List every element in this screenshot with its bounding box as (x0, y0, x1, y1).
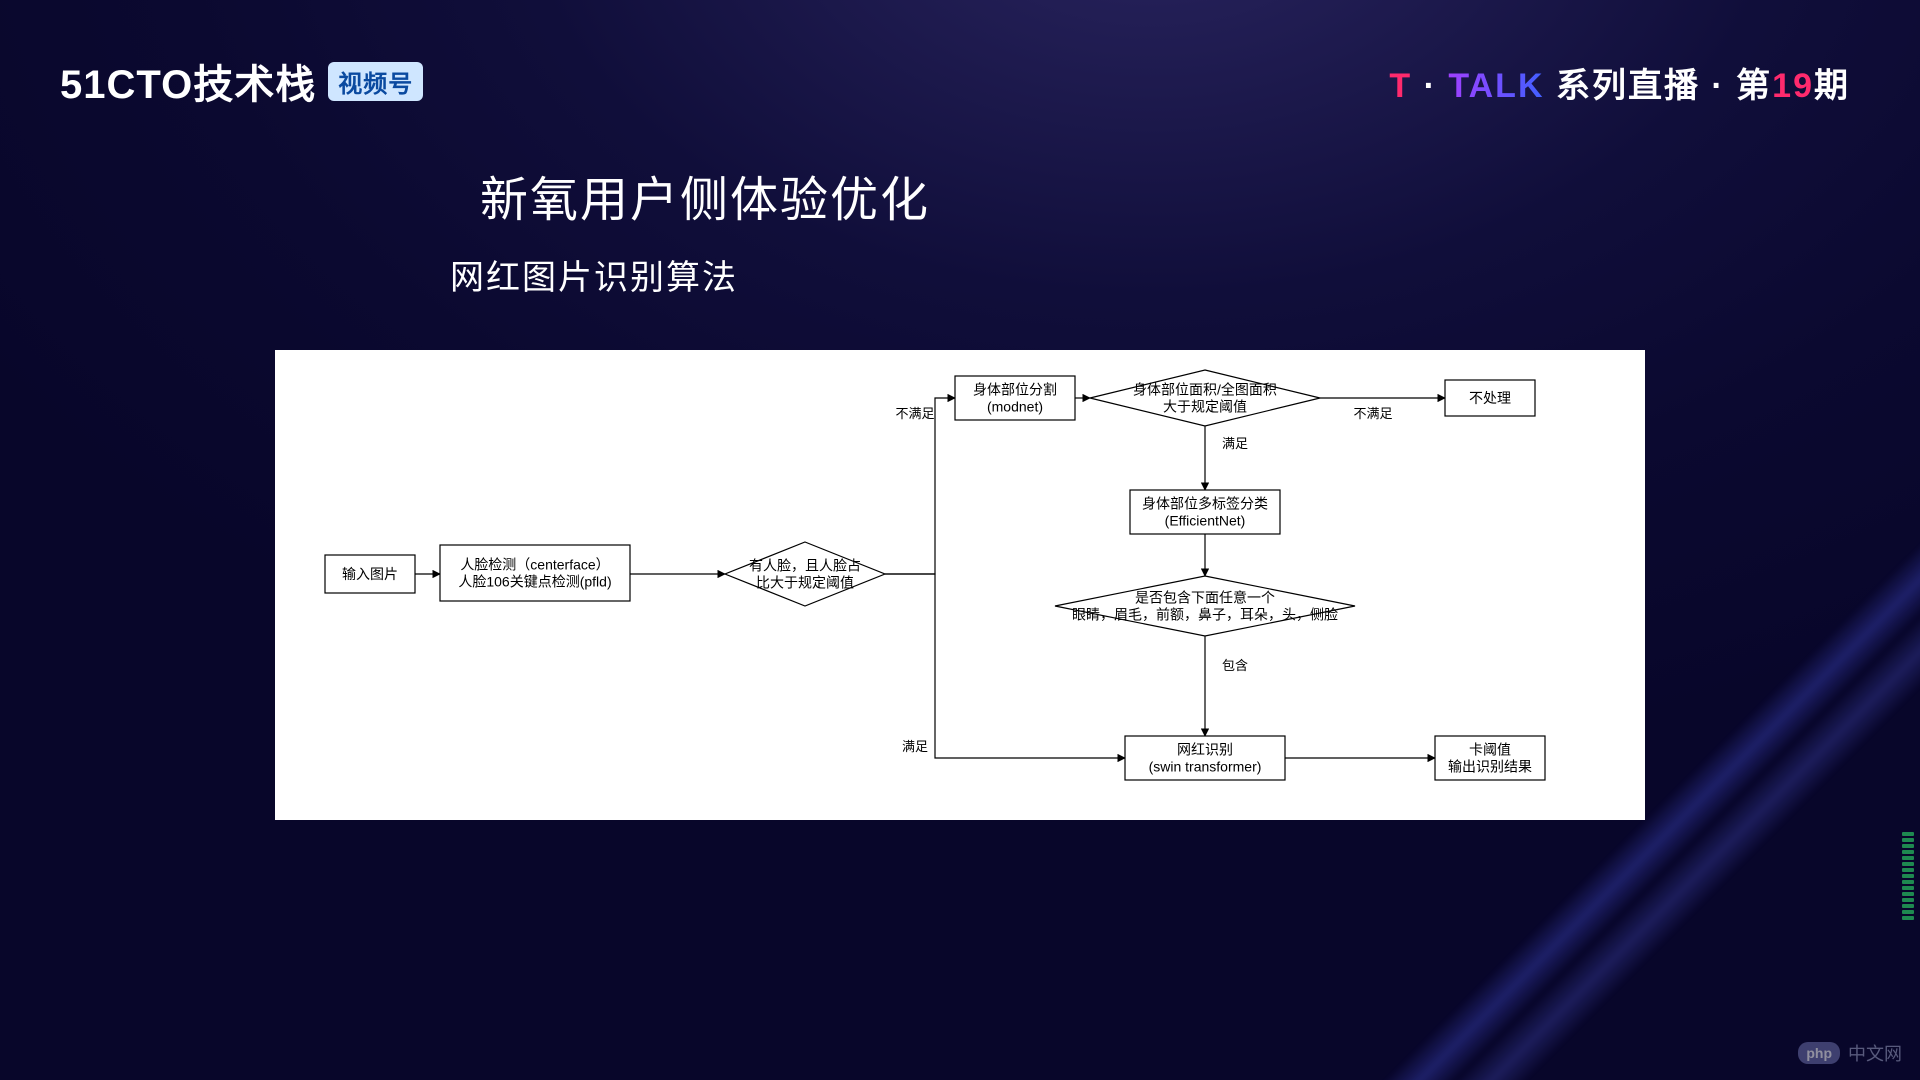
series-num: 19 (1772, 67, 1814, 105)
flowchart-canvas: 不满足不满足满足包含满足 输入图片人脸检测（centerface）人脸106关键… (275, 350, 1645, 820)
node-input: 输入图片 (325, 555, 415, 593)
series-tail-2: 期 (1814, 67, 1850, 105)
logo-badge: 视频号 (328, 62, 423, 101)
watermark: php 中文网 (1798, 1040, 1902, 1066)
node-d_parts: 是否包含下面任意一个眼睛，眉毛，前额，鼻子，耳朵，头，侧脸 (1055, 576, 1355, 636)
slide-title: 新氧用户侧体验优化 (480, 160, 930, 230)
node-text-seg-1: (modnet) (987, 399, 1043, 415)
node-seg: 身体部位分割(modnet) (955, 376, 1075, 420)
series-tail-1: 系列直播 · 第 (1545, 67, 1773, 105)
node-cls: 身体部位多标签分类(EfficientNet) (1130, 490, 1280, 534)
node-text-swin-1: (swin transformer) (1149, 759, 1262, 775)
node-text-noop-0: 不处理 (1469, 390, 1511, 406)
node-swin: 网红识别(swin transformer) (1125, 736, 1285, 780)
brand-logo: 51CTO技术栈 视频号 (60, 52, 423, 110)
edge-label-d_area-cls: 满足 (1222, 436, 1248, 451)
node-d_area: 身体部位面积/全图面积大于规定阈值 (1090, 370, 1320, 426)
edge-label-d_face-seg: 不满足 (895, 406, 934, 421)
edge-label-d_face-swin: 满足 (902, 739, 928, 754)
edge-label-d_area-noop: 不满足 (1353, 406, 1392, 421)
node-text-out-1: 输出识别结果 (1448, 759, 1532, 775)
node-text-d_face-1: 比大于规定阈值 (756, 575, 854, 591)
slide-stage: 51CTO技术栈 视频号 T · TALK 系列直播 · 第19期 新氧用户侧体… (0, 0, 1920, 1080)
audio-meter-icon (1902, 800, 1914, 920)
node-text-out-0: 卡阈值 (1469, 742, 1511, 758)
node-text-seg-0: 身体部位分割 (973, 382, 1057, 398)
node-out: 卡阈值输出识别结果 (1435, 736, 1545, 780)
edge-d_face-seg (885, 398, 955, 574)
node-text-cls-0: 身体部位多标签分类 (1142, 496, 1268, 512)
watermark-badge: php (1798, 1042, 1840, 1064)
node-text-swin-0: 网红识别 (1177, 742, 1233, 758)
series-talk: TALK (1448, 67, 1544, 105)
watermark-text: 中文网 (1848, 1040, 1902, 1066)
node-text-d_area-1: 大于规定阈值 (1163, 399, 1247, 415)
node-d_face: 有人脸，且人脸占比大于规定阈值 (725, 542, 885, 606)
node-text-input-0: 输入图片 (342, 566, 398, 582)
node-text-d_parts-1: 眼睛，眉毛，前额，鼻子，耳朵，头，侧脸 (1072, 607, 1338, 623)
node-text-face-0: 人脸检测（centerface） (460, 557, 609, 573)
series-dot: · (1412, 67, 1448, 105)
series-t: T (1389, 67, 1412, 105)
edge-label-d_parts-swin: 包含 (1222, 658, 1248, 673)
logo-text: 51CTO技术栈 (60, 52, 316, 110)
node-text-d_parts-0: 是否包含下面任意一个 (1135, 590, 1275, 606)
node-text-cls-1: (EfficientNet) (1165, 513, 1246, 529)
node-text-d_area-0: 身体部位面积/全图面积 (1133, 382, 1277, 398)
flowchart-svg: 不满足不满足满足包含满足 输入图片人脸检测（centerface）人脸106关键… (275, 350, 1645, 820)
node-noop: 不处理 (1445, 380, 1535, 416)
node-text-d_face-0: 有人脸，且人脸占 (749, 558, 861, 574)
node-text-face-1: 人脸106关键点检测(pfld) (458, 574, 611, 590)
node-face: 人脸检测（centerface）人脸106关键点检测(pfld) (440, 545, 630, 601)
series-title: T · TALK 系列直播 · 第19期 (1389, 58, 1850, 107)
slide-subtitle: 网红图片识别算法 (450, 250, 738, 299)
